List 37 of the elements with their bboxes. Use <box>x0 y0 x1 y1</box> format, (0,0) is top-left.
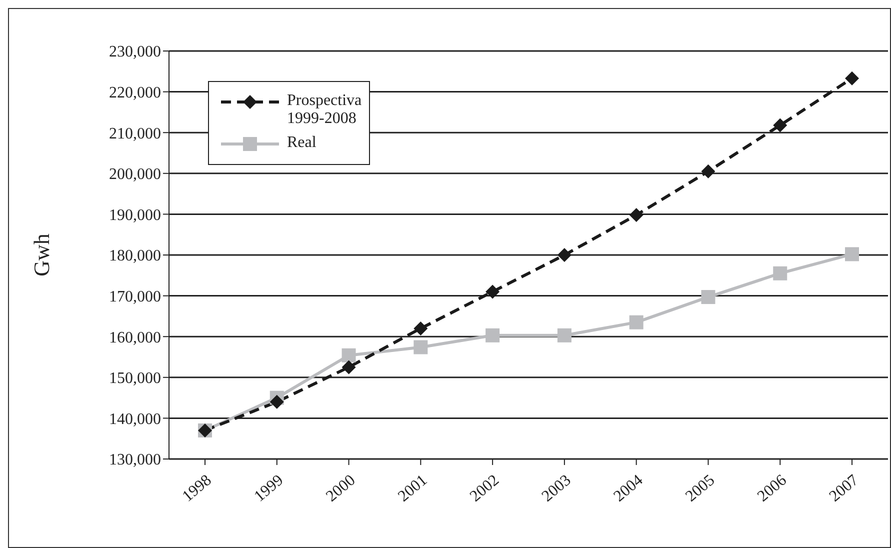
y-tick-label: 210,000 <box>109 125 161 142</box>
point <box>486 284 500 299</box>
y-tick-label: 220,000 <box>109 84 161 102</box>
y-axis-title: Gwh <box>28 234 54 276</box>
y-tick-label: 150,000 <box>109 370 161 388</box>
point <box>414 321 428 336</box>
y-tick-label: 180,000 <box>109 248 161 265</box>
point <box>773 266 788 280</box>
point <box>342 360 356 374</box>
y-tick-label: 140,000 <box>109 410 161 428</box>
y-tick-label: 130,000 <box>109 452 161 469</box>
point <box>629 208 644 222</box>
y-tick-label: 200,000 <box>109 166 161 184</box>
point <box>629 315 644 330</box>
point <box>414 340 428 354</box>
y-tick-label: 230,000 <box>109 44 161 61</box>
point <box>557 248 572 262</box>
legend-label: Prospectiva 1999-2008 <box>287 92 362 128</box>
point <box>701 290 716 304</box>
y-tick-label: 160,000 <box>109 329 161 346</box>
y-tick-label: 170,000 <box>109 288 161 306</box>
x-tick-label: 2001 <box>395 472 431 506</box>
point <box>845 71 859 86</box>
point <box>557 328 572 342</box>
x-tick-label: 2003 <box>538 472 574 506</box>
point <box>486 328 500 342</box>
x-tick-label: 2000 <box>323 472 359 506</box>
y-tick-label: 190,000 <box>109 206 161 224</box>
x-tick-label: 2002 <box>466 472 502 506</box>
point <box>845 247 859 262</box>
legend-label: Real <box>287 134 316 152</box>
x-tick-label: 1998 <box>179 472 215 506</box>
point <box>773 118 788 132</box>
point <box>270 394 284 409</box>
x-tick-label: 1999 <box>251 472 287 506</box>
point <box>342 348 356 362</box>
point <box>701 164 716 178</box>
